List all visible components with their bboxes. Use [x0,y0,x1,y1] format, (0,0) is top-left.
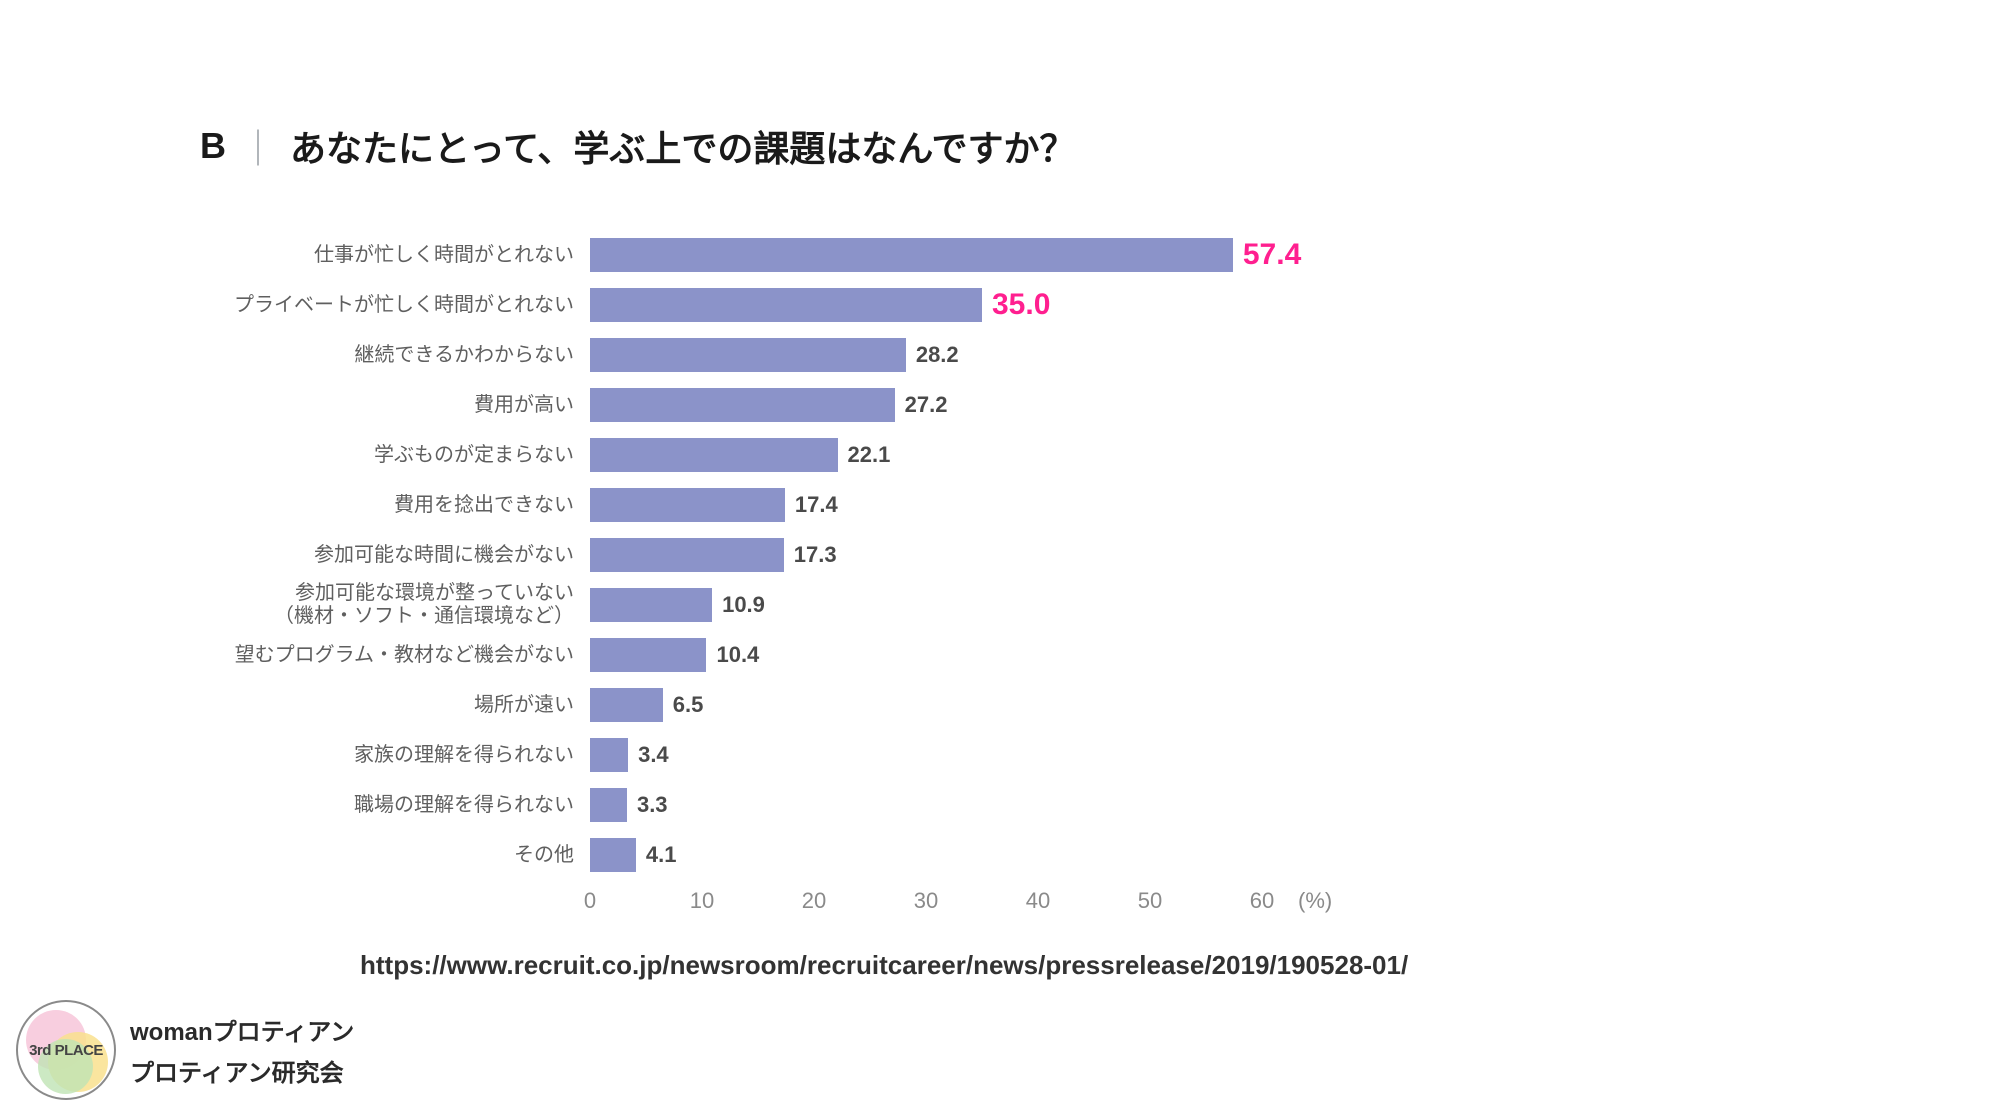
bar-value: 17.4 [795,492,838,518]
category-label: 職場の理解を得られない [200,794,590,817]
bar-value: 10.4 [716,642,759,668]
axis-tick: 40 [1026,888,1050,914]
category-label: その他 [200,844,590,867]
axis-tick: 10 [690,888,714,914]
title-separator: ｜ [240,120,276,172]
bar-row: 費用を捻出できない 17.4 [200,480,1382,530]
bar [590,438,838,472]
bar-value: 57.4 [1243,238,1301,272]
category-label: 場所が遠い [200,694,590,717]
bar-value: 4.1 [646,842,677,868]
axis-tick: 60 [1250,888,1274,914]
logo-icon: 3rd PLACE [16,1000,116,1100]
category-label: 費用を捻出できない [200,494,590,517]
bar-value: 17.3 [794,542,837,568]
x-axis: 0 10 20 30 40 50 60 (%) [200,888,1382,918]
bar [590,388,895,422]
bar-row: 学ぶものが定まらない 22.1 [200,430,1382,480]
title-text: あなたにとって、学ぶ上での課題はなんですか？ [290,120,1076,172]
title-prefix: B [200,125,226,167]
axis-unit: (%) [1298,888,1332,914]
bar-value: 28.2 [916,342,959,368]
axis-tick: 50 [1138,888,1162,914]
axis-tick: 20 [802,888,826,914]
bar [590,238,1233,272]
bar-value: 3.4 [638,742,669,768]
bar-value: 10.9 [722,592,765,618]
bar-row: 望むプログラム・教材など機会がない 10.4 [200,630,1382,680]
bar [590,538,784,572]
bar-row: プライベートが忙しく時間がとれない 35.0 [200,280,1382,330]
bar-row: 家族の理解を得られない 3.4 [200,730,1382,780]
category-label: 家族の理解を得られない [200,744,590,767]
bar-value: 27.2 [905,392,948,418]
category-label: 参加可能な環境が整っていない （機材・ソフト・通信環境など） [200,582,590,628]
category-label: プライベートが忙しく時間がとれない [200,294,590,317]
axis-tick: 0 [584,888,596,914]
bar-chart: 仕事が忙しく時間がとれない 57.4 プライベートが忙しく時間がとれない 35.0 継続… [200,230,1382,918]
bar [590,688,663,722]
bar-value: 6.5 [673,692,704,718]
bar-row: 参加可能な時間に機会がない 17.3 [200,530,1382,580]
source-url: https://www.recruit.co.jp/newsroom/recru… [360,950,1408,981]
category-label: 継続できるかわからない [200,344,590,367]
bar [590,338,906,372]
bar [590,288,982,322]
category-label: 望むプログラム・教材など機会がない [200,644,590,667]
axis-tick: 30 [914,888,938,914]
chart-title: B ｜ あなたにとって、学ぶ上での課題はなんですか？ [200,120,1076,172]
category-label: 仕事が忙しく時間がとれない [200,244,590,267]
category-label: 費用が高い [200,394,590,417]
footer-line-1: womanプロティアン [130,1012,354,1047]
bar [590,638,706,672]
footer-text: womanプロティアン プロティアン研究会 [130,1012,354,1088]
bar-value: 22.1 [848,442,891,468]
bar-row: 参加可能な環境が整っていない （機材・ソフト・通信環境など） 10.9 [200,580,1382,630]
bar [590,588,712,622]
bar-row: 継続できるかわからない 28.2 [200,330,1382,380]
category-label: 学ぶものが定まらない [200,444,590,467]
bar-row: 職場の理解を得られない 3.3 [200,780,1382,830]
bar-value: 35.0 [992,288,1050,322]
category-label: 参加可能な時間に機会がない [200,544,590,567]
bar [590,788,627,822]
bar-row: 仕事が忙しく時間がとれない 57.4 [200,230,1382,280]
bar-row: 場所が遠い 6.5 [200,680,1382,730]
bar [590,838,636,872]
bar-row: 費用が高い 27.2 [200,380,1382,430]
bar [590,488,785,522]
bar [590,738,628,772]
bar-row: その他 4.1 [200,830,1382,880]
logo-text: 3rd PLACE [18,1002,114,1098]
bar-value: 3.3 [637,792,668,818]
footer-line-2: プロティアン研究会 [130,1053,354,1088]
footer: 3rd PLACE womanプロティアン プロティアン研究会 [16,1000,354,1100]
